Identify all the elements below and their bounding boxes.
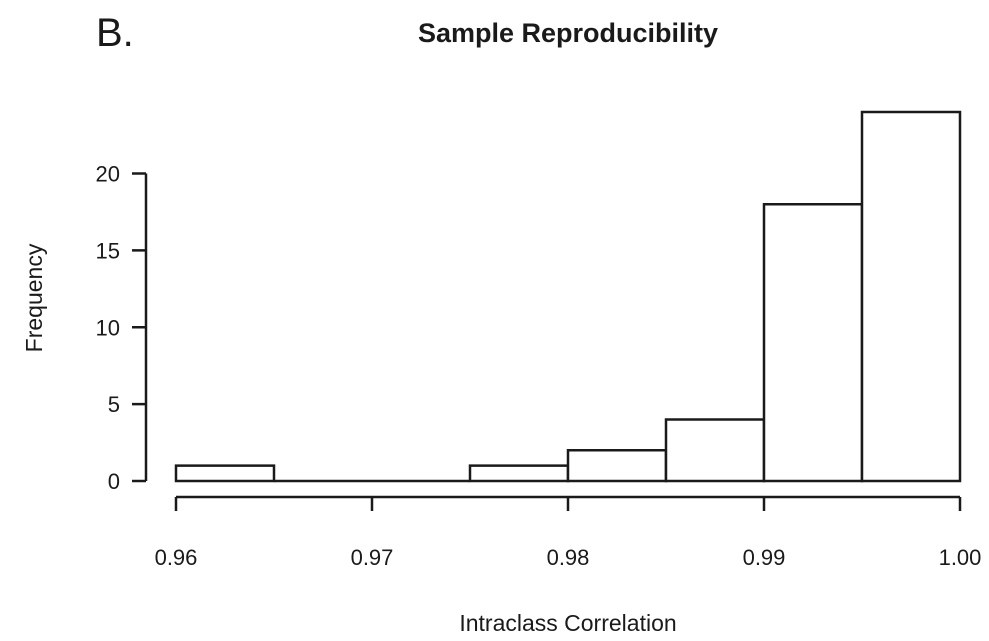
y-tick-label: 20 — [96, 162, 120, 187]
panel-label: B. — [96, 11, 134, 55]
y-axis: 0 5 10 15 20 — [96, 162, 148, 494]
y-tick-label: 10 — [96, 315, 120, 340]
y-tick-label: 0 — [108, 469, 120, 494]
x-tick-label: 1.00 — [939, 545, 982, 570]
x-axis-title: Intraclass Correlation — [459, 610, 676, 636]
histogram-bar — [468, 464, 570, 483]
x-tick-label: 0.96 — [155, 545, 198, 570]
y-tick-label: 5 — [108, 392, 120, 417]
chart-title: Sample Reproducibility — [418, 18, 718, 48]
x-tick-label: 0.97 — [351, 545, 394, 570]
histogram-bar — [664, 418, 766, 483]
x-axis: 0.96 0.97 0.98 0.99 1.00 — [155, 495, 982, 570]
x-tick-label: 0.98 — [547, 545, 590, 570]
histogram-bar — [762, 203, 864, 483]
histogram-bar — [860, 110, 962, 483]
y-axis-title: Frequency — [21, 243, 47, 352]
x-tick-label: 0.99 — [743, 545, 786, 570]
histogram-bar — [566, 449, 668, 483]
bars-group — [174, 110, 962, 483]
histogram-bar — [174, 464, 276, 483]
y-tick-label: 15 — [96, 238, 120, 263]
